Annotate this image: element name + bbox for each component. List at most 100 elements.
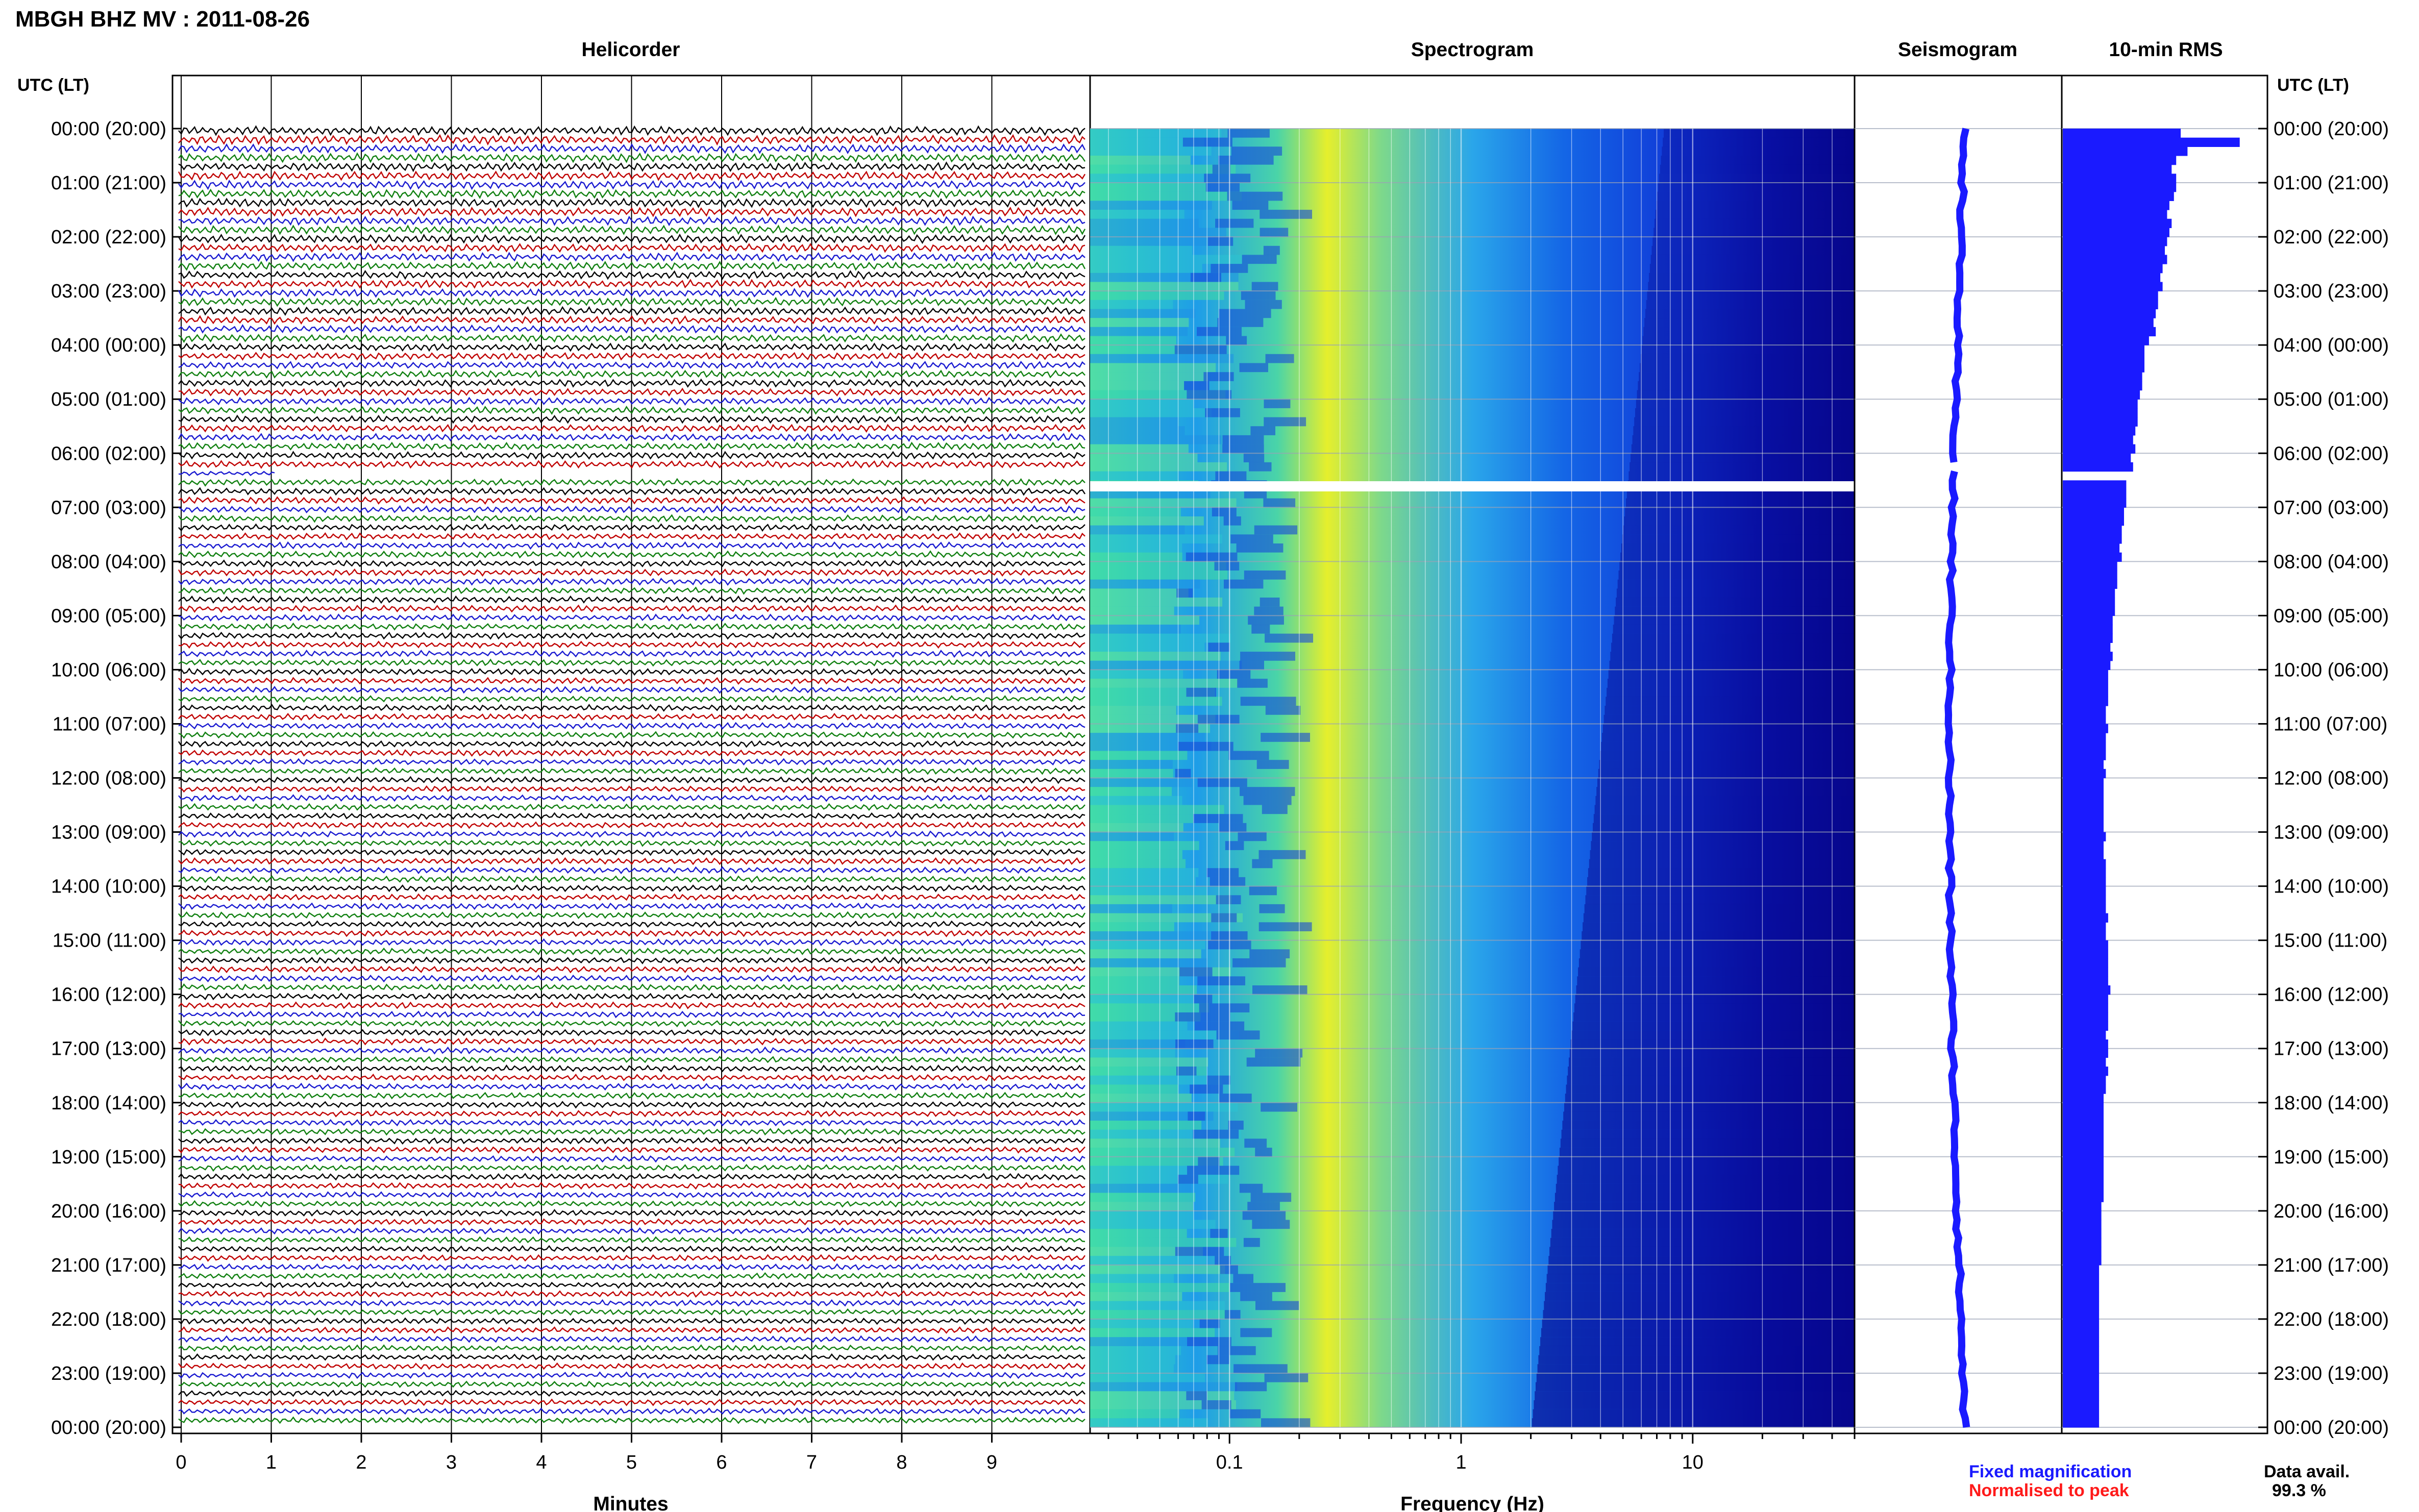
spectrogram-row (1090, 1121, 1202, 1130)
spectrogram-row (1090, 228, 1226, 237)
spectrogram-row (1216, 895, 1241, 904)
spectrogram-row (1090, 435, 1222, 444)
helicorder-trace (178, 875, 1085, 883)
time-label-right: 03:00 (23:00) (2274, 281, 2389, 302)
spectrogram-row (1090, 1193, 1196, 1202)
spectrogram-row (1090, 137, 1204, 147)
rms-bar (2063, 868, 2106, 878)
spectrogram-row (1602, 733, 1855, 742)
spectrogram-row (1090, 598, 1223, 607)
time-label-left: 11:00 (07:00) (53, 713, 166, 735)
helicorder-trace (178, 695, 1085, 703)
spectrogram-row (1583, 922, 1855, 931)
time-label-right: 08:00 (04:00) (2274, 551, 2389, 573)
helicorder-trace (178, 1218, 1085, 1226)
spectrogram-row (1613, 625, 1855, 634)
helicorder-trace (178, 478, 1085, 487)
seismogram-trace (1944, 128, 1970, 1428)
rms-bar (2063, 507, 2124, 517)
spectrogram-row (1240, 697, 1296, 706)
helicorder-trace (178, 1353, 1085, 1361)
spectrogram-row (1240, 1292, 1272, 1301)
spectrogram-row (1249, 886, 1277, 896)
rms-bar (2063, 714, 2106, 725)
helicorder-trace (178, 1281, 1085, 1289)
helicorder-trace (178, 1109, 1085, 1118)
spectrogram-row (1260, 228, 1289, 237)
time-label-left: 22:00 (18:00) (51, 1309, 166, 1330)
helicorder-trace (178, 983, 1085, 992)
spectrogram-row (1215, 1256, 1231, 1265)
helicorder-trace (178, 713, 1085, 721)
spectrogram-row (1090, 561, 1226, 571)
rms-bar (2063, 543, 2120, 553)
helicorder-trace (178, 360, 1085, 370)
spectrogram-row (1178, 741, 1233, 751)
helicorder-trace (178, 406, 1085, 415)
spectrogram-row (1537, 1364, 1855, 1373)
spectrogram-row (1090, 1391, 1235, 1400)
spectrogram-row (1175, 1247, 1224, 1256)
rms-bar (2063, 489, 2127, 499)
rms-bar (2063, 679, 2108, 688)
time-label-left: 04:00 (00:00) (51, 335, 166, 356)
right-axis-header: UTC (LT) (2277, 76, 2349, 95)
helicorder-trace (178, 1254, 1085, 1262)
spectrogram-row (1090, 751, 1188, 760)
spectrogram-row (1255, 1048, 1303, 1058)
helicorder-trace (178, 640, 1085, 649)
spectrogram-row (1254, 606, 1283, 616)
spectrogram-row (1090, 327, 1188, 336)
spectrogram-row (1635, 408, 1855, 417)
spectrogram-row (1605, 706, 1855, 715)
spectrogram-row (1190, 1084, 1223, 1094)
spectrogram-row (1548, 1256, 1855, 1265)
helicorder-trace (178, 1191, 1085, 1199)
spectrogram-row (1626, 498, 1855, 508)
spectrogram-row (1545, 1292, 1855, 1301)
rms-bar (2063, 444, 2136, 454)
rms-bar (2063, 272, 2161, 283)
spectrogram-row (1090, 1364, 1174, 1373)
spectrogram-row (1090, 1175, 1228, 1184)
spectrogram-row (1090, 173, 1232, 183)
helicorder-trace (179, 839, 1085, 848)
spectrogram-row (1177, 1175, 1198, 1184)
rms-bar (2063, 1102, 2104, 1112)
spectrogram-row (1631, 453, 1855, 462)
spectrogram-row (1228, 751, 1269, 760)
chart-title: MBGH BHZ MV : 2011-08-26 (15, 7, 310, 32)
spectrogram-row (1647, 291, 1855, 300)
time-label-right: 15:00 (11:00) (2274, 930, 2387, 952)
spectrogram-row (1658, 183, 1855, 192)
helicorder-trace (178, 740, 1085, 748)
spectrogram-row (1232, 958, 1286, 968)
spectrogram-row (1233, 1364, 1288, 1373)
spectrogram-row (1556, 1183, 1855, 1193)
helicorder-trace (179, 559, 1085, 568)
rms-bar (2063, 760, 2104, 770)
spectrogram-row (1090, 1148, 1235, 1157)
rms-bar (2063, 480, 2127, 490)
spectrogram-row (1090, 218, 1199, 228)
rms-bar (2063, 1129, 2104, 1139)
rms-bar (2063, 741, 2106, 752)
spectrogram-row (1090, 769, 1173, 778)
helicorder-trace (178, 134, 1085, 146)
rms-bar (2063, 1057, 2106, 1067)
spectrogram-row (1090, 1237, 1237, 1247)
spectrogram-row (1603, 714, 1855, 724)
minute-tick-label: 7 (806, 1452, 817, 1473)
helicorder-trace (178, 1146, 1085, 1154)
spectrogram-row (1214, 561, 1240, 571)
spectrogram-row (1090, 832, 1174, 841)
legend-normalised-to-peak: Normalised to peak (1969, 1481, 2129, 1500)
spectrogram-row (1586, 886, 1855, 896)
time-label-right: 07:00 (03:00) (2274, 497, 2389, 518)
time-label-right: 11:00 (07:00) (2274, 713, 2387, 735)
spectrogram-row (1179, 967, 1213, 977)
spectrogram-row (1587, 877, 1855, 886)
spectrogram-row (1204, 173, 1251, 183)
spectrogram-row (1090, 1292, 1182, 1301)
spectrogram-panel: 0.1 1 10 (1089, 75, 1856, 1473)
